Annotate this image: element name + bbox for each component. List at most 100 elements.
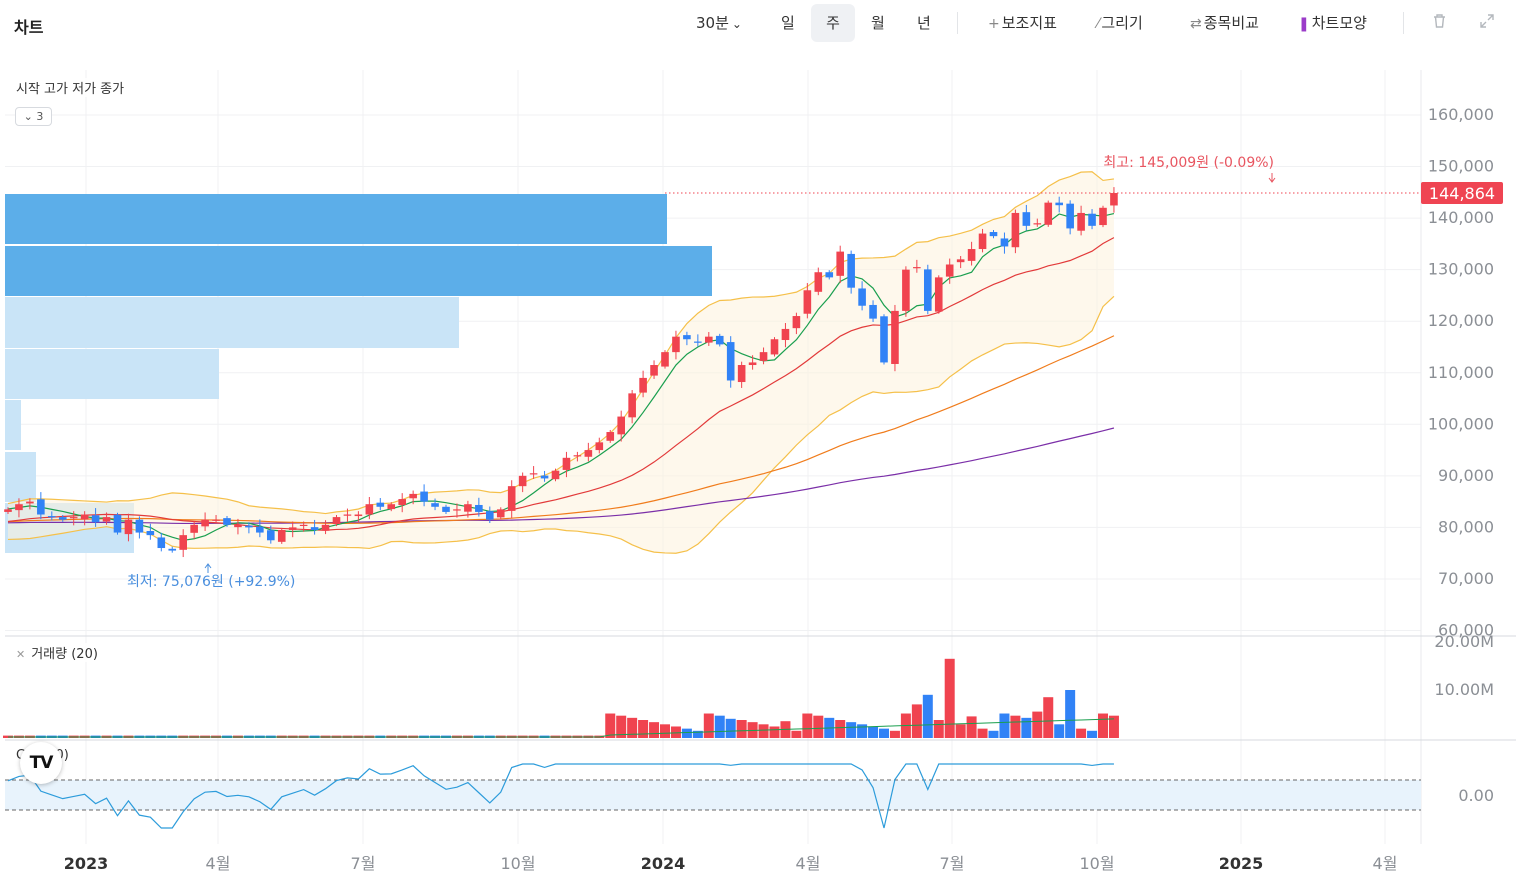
volume-bar [933, 720, 944, 738]
candle-body [737, 365, 746, 383]
candle-body [945, 264, 954, 277]
candle-body [201, 519, 209, 527]
draw-label: 그리기 [1101, 14, 1143, 32]
volume-pane-label: ✕ 거래량 (20) [14, 643, 100, 662]
volume-bar [966, 716, 977, 738]
volume-bar [714, 715, 725, 738]
candle-body [683, 335, 691, 340]
y-tick-label: 80,000 [1438, 517, 1494, 536]
period-tab-day[interactable]: 일 [781, 14, 795, 32]
volume-bar [813, 715, 824, 738]
period-tab-week[interactable]: 주 [811, 4, 855, 42]
interval-dropdown[interactable]: 30분 ⌄ [696, 12, 742, 34]
volume-bar [681, 728, 692, 738]
candle-body [1033, 223, 1042, 225]
candle-body [529, 473, 538, 475]
candle-body [234, 524, 242, 528]
candle-body [1044, 202, 1053, 225]
close-icon[interactable]: ✕ [16, 648, 26, 661]
ohlc-legend: 시작 고가 저가 종가 [14, 78, 127, 97]
tradingview-logo-icon[interactable]: TV [20, 742, 62, 784]
candle-body [431, 503, 439, 507]
compare-arrows-icon: ⇄ [1190, 16, 1202, 32]
candle-body [518, 475, 527, 487]
candle-body [135, 519, 144, 533]
candle-body [639, 377, 647, 393]
high-marker-label: 최고: 145,009원 (-0.09%) [1103, 155, 1274, 171]
cci-indicator [5, 763, 1421, 829]
candle-body [190, 524, 198, 533]
legend-collapse-button[interactable]: ⌄ 3 [15, 107, 52, 126]
candle-body [245, 525, 253, 528]
candle-body [223, 518, 231, 525]
candle-body [902, 269, 910, 311]
candle-body [1066, 203, 1074, 229]
candle-body [267, 530, 275, 541]
volume-bar [802, 713, 813, 738]
candle-body [891, 310, 899, 364]
volume-bars [3, 658, 1119, 738]
last-price-badge [1421, 182, 1503, 205]
chart-area[interactable]: 160,000 150,000 140,000 130,000 120,000 110,0… [0, 46, 1516, 892]
compare-button[interactable]: ⇄ 종목비교 [1190, 12, 1259, 34]
toolbar-divider [1403, 12, 1404, 34]
y-tick-label: 60,000 [1438, 621, 1494, 640]
draw-button[interactable]: ⁄ 그리기 [1097, 12, 1143, 34]
period-tab-year[interactable]: 년 [917, 14, 931, 32]
candle-body [540, 475, 549, 479]
price-chart[interactable]: 160,000 150,000 140,000 130,000 120,000 110,0… [0, 46, 1516, 892]
low-marker-label: 최저: 75,076원 (+92.9%) [127, 574, 295, 590]
low-marker-arrow [204, 563, 212, 573]
candle-body [836, 251, 844, 276]
y-tick-label: 140,000 [1428, 208, 1494, 227]
chart-style-button[interactable]: ❚ 차트모양 [1298, 12, 1367, 34]
candle-body [825, 272, 834, 278]
y-tick-label: 90,000 [1438, 466, 1494, 485]
expand-icon[interactable] [1479, 13, 1495, 33]
candle-body [15, 504, 23, 511]
candle-body [157, 537, 166, 549]
x-tick-label: 4월 [796, 854, 821, 873]
candle-body [694, 341, 702, 343]
volume-bar [736, 720, 747, 738]
volume-bar [616, 715, 627, 738]
candle-body [146, 531, 155, 536]
candle-body [113, 514, 122, 533]
volume-profile [5, 194, 712, 553]
volume-bar [955, 724, 966, 738]
volume-bar [692, 730, 703, 738]
candle-body [343, 514, 352, 516]
period-tab-month[interactable]: 월 [871, 14, 885, 32]
x-tick-label: 7월 [351, 854, 376, 873]
volume-bar [868, 726, 879, 738]
y-tick-label: 70,000 [1438, 569, 1494, 588]
candle-body [4, 509, 12, 512]
volume-bar [922, 694, 933, 738]
volume-ma-line [8, 718, 1114, 738]
x-tick-label: 2023 [64, 854, 109, 873]
candle-body [475, 504, 483, 512]
candle-body [288, 527, 297, 530]
candle-body [277, 529, 286, 542]
candle-body [354, 514, 363, 517]
volume-profile-bar [5, 349, 219, 399]
volume-bar [758, 724, 769, 738]
candle-body [420, 491, 428, 502]
indicator-label: 보조지표 [1001, 14, 1057, 32]
candle-body [792, 316, 801, 329]
candle-body [803, 290, 812, 314]
volume-profile-bar [5, 194, 667, 244]
x-tick-label: 4월 [206, 854, 231, 873]
x-tick-label: 4월 [1373, 854, 1398, 873]
volume-profile-bar [5, 452, 36, 502]
trash-icon[interactable] [1432, 13, 1447, 33]
candle-body [573, 455, 582, 457]
chart-style-label: 차트모양 [1311, 14, 1367, 32]
volume-bar [649, 722, 660, 738]
indicator-button[interactable]: + 보조지표 [988, 12, 1057, 34]
candle-body [179, 535, 187, 550]
candle-body [26, 501, 34, 504]
x-tick-label: 10월 [500, 854, 535, 873]
volume-bar [1098, 713, 1108, 738]
candle-body [978, 233, 987, 250]
